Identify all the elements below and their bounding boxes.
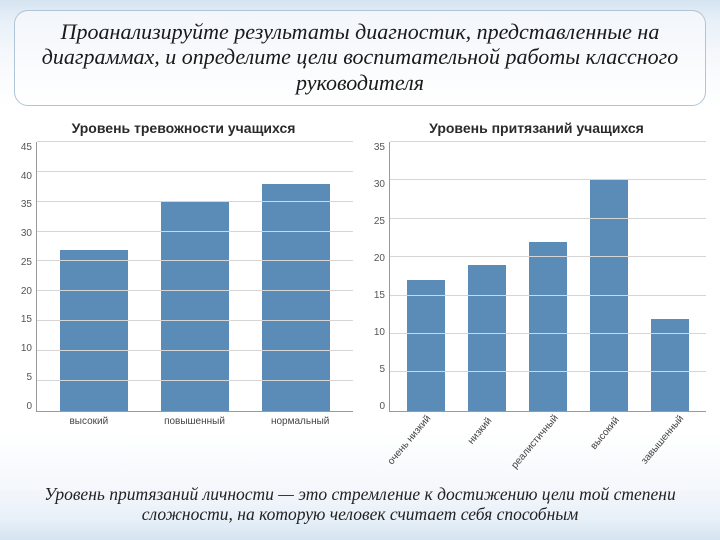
chart1-plot xyxy=(36,142,353,412)
bar xyxy=(590,180,628,411)
footer-definition: Уровень притязаний личности — это стремл… xyxy=(14,484,706,524)
bar xyxy=(60,250,128,411)
bar xyxy=(529,242,567,411)
chart2-plot xyxy=(389,142,706,412)
x-label-text: очень низкий xyxy=(385,413,433,467)
grid-line xyxy=(390,295,706,296)
y-tick: 25 xyxy=(374,216,385,227)
x-label-text: высокий xyxy=(589,415,622,452)
chart-anxiety: Уровень тревожности учащихся 45 40 35 30 25 2… xyxy=(14,120,353,476)
chart2-y-axis: 35 30 25 20 15 10 5 0 xyxy=(367,142,389,412)
chart2-title: Уровень притязаний учащихся xyxy=(367,120,706,136)
y-tick: 45 xyxy=(21,142,32,153)
grid-line xyxy=(390,256,706,257)
grid-line xyxy=(37,320,353,321)
y-tick: 30 xyxy=(21,228,32,239)
grid-line xyxy=(37,260,353,261)
chart1-plot-area: 45 40 35 30 25 20 15 10 5 0 xyxy=(14,142,353,412)
y-tick: 25 xyxy=(21,257,32,268)
x-label-text: завышенный xyxy=(640,413,687,466)
x-label-text: низкий xyxy=(466,415,495,446)
x-label: нормальный xyxy=(247,412,353,427)
y-tick: 15 xyxy=(374,290,385,301)
chart-aspiration: Уровень притязаний учащихся 35 30 25 20 15 10… xyxy=(367,120,706,476)
y-tick: 30 xyxy=(374,179,385,190)
y-tick: 10 xyxy=(374,327,385,338)
page-title: Проанализируйте результаты диагностик, п… xyxy=(14,10,706,106)
x-label: высокий xyxy=(36,412,142,427)
y-tick: 40 xyxy=(21,171,32,182)
chart1-x-labels: высокийповышенныйнормальный xyxy=(36,412,353,427)
x-label: повышенный xyxy=(142,412,248,427)
y-tick: 5 xyxy=(26,372,32,383)
y-tick: 20 xyxy=(21,286,32,297)
grid-line xyxy=(390,371,706,372)
grid-line xyxy=(37,141,353,142)
chart1-title: Уровень тревожности учащихся xyxy=(14,120,353,136)
chart2-plot-area: 35 30 25 20 15 10 5 0 xyxy=(367,142,706,412)
grid-line xyxy=(390,218,706,219)
grid-line xyxy=(37,380,353,381)
y-tick: 0 xyxy=(379,401,385,412)
chart2-x-labels: очень низкийнизкийреалистичныйвысокийзав… xyxy=(389,412,706,476)
x-label-text: реалистичный xyxy=(509,413,560,471)
grid-line xyxy=(390,179,706,180)
y-tick: 35 xyxy=(374,142,385,153)
grid-line xyxy=(37,231,353,232)
y-tick: 5 xyxy=(379,364,385,375)
y-tick: 20 xyxy=(374,253,385,264)
bar xyxy=(407,280,445,411)
grid-line xyxy=(37,290,353,291)
chart1-y-axis: 45 40 35 30 25 20 15 10 5 0 xyxy=(14,142,36,412)
chart1-bars xyxy=(37,142,353,411)
y-tick: 35 xyxy=(21,199,32,210)
grid-line xyxy=(390,141,706,142)
charts-row: Уровень тревожности учащихся 45 40 35 30 25 2… xyxy=(14,120,706,476)
grid-line xyxy=(37,171,353,172)
bar xyxy=(262,184,330,411)
y-tick: 0 xyxy=(26,401,32,412)
grid-line xyxy=(390,333,706,334)
bar xyxy=(468,265,506,411)
y-tick: 15 xyxy=(21,314,32,325)
grid-line xyxy=(37,350,353,351)
y-tick: 10 xyxy=(21,343,32,354)
grid-line xyxy=(37,201,353,202)
